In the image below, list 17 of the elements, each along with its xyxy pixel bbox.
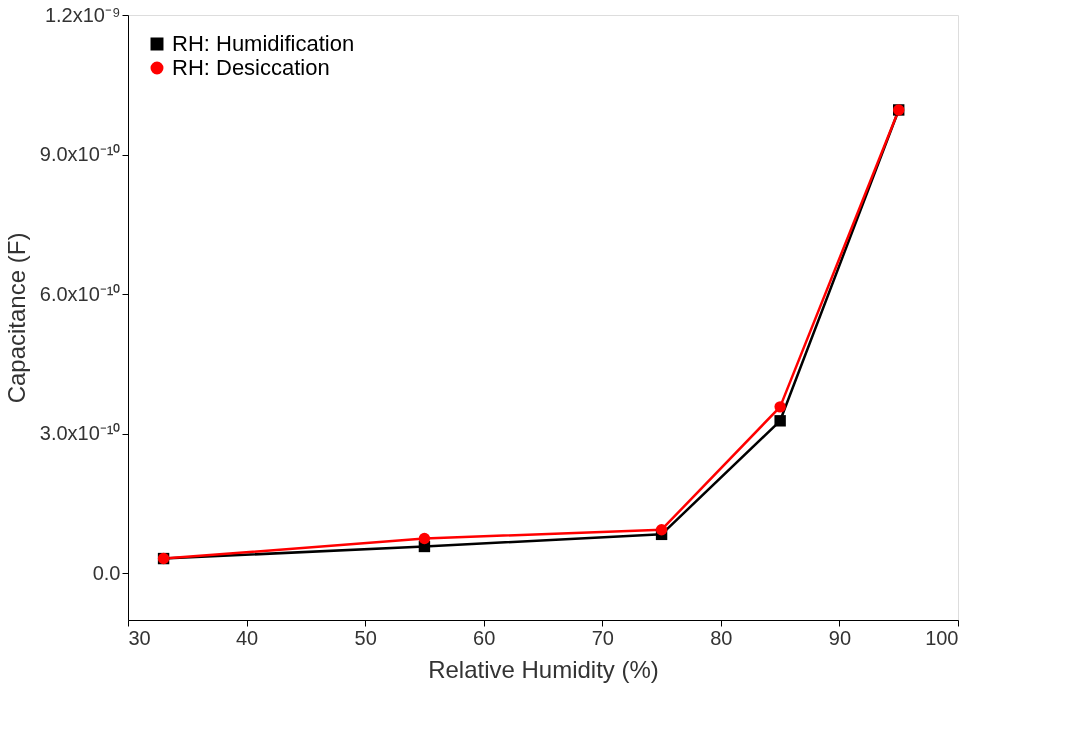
x-tick-label: 70 [591,626,614,649]
x-tick-label: 50 [354,626,377,649]
x-tick-label: 40 [235,626,259,649]
legend-label: RH: Desiccation [172,55,330,80]
x-tick-label: 60 [473,626,496,649]
legend-label: RH: Humidification [172,31,355,56]
y-axis-title: Capacitance (F) [2,232,30,404]
x-tick-label: 30 [128,626,151,649]
x-tick-label: 80 [710,626,733,649]
y-tick-label: 3.0x10⁻¹⁰ [39,422,121,445]
x-axis-title: Relative Humidity (%) [428,655,659,683]
x-tick-label: 90 [828,626,852,649]
x-tick-label: 100 [925,626,959,649]
y-tick-label: 0.0 [92,561,121,584]
y-tick-label: 9.0x10⁻¹⁰ [39,143,121,166]
y-tick-label: 1.2x10⁻⁹ [44,3,121,26]
y-tick-label: 6.0x10⁻¹⁰ [39,282,121,305]
